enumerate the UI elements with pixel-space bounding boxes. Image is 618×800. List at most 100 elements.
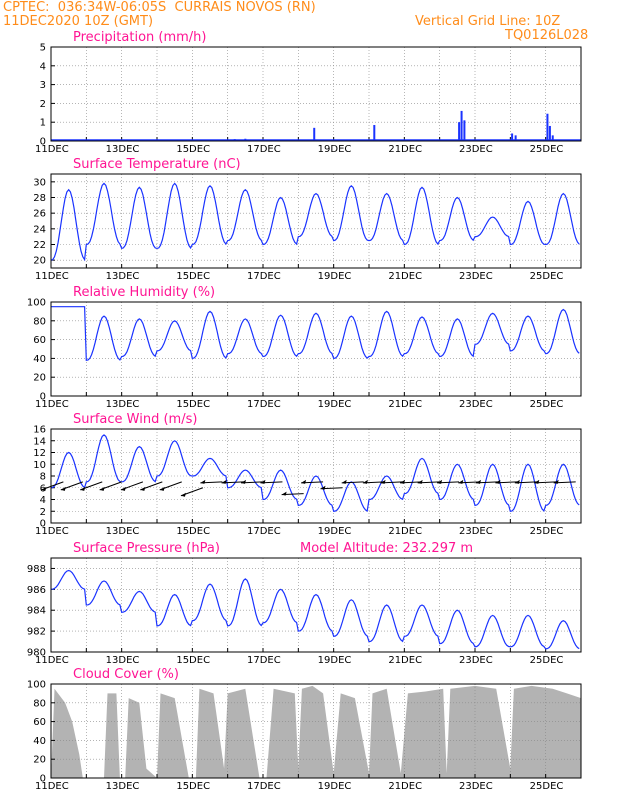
panel-3-ytick-label: 2 bbox=[40, 507, 46, 518]
panel-3-wind-arrowhead bbox=[362, 479, 368, 484]
panel-5-xtick-label: 21DEC bbox=[388, 781, 422, 792]
header-model: TQ0126L028 bbox=[505, 28, 589, 43]
panel-3-ytick-label: 8 bbox=[40, 472, 46, 483]
panel-3-wind-arrowhead bbox=[553, 479, 559, 484]
panel-5-ytick-label: 60 bbox=[33, 717, 46, 728]
panel-0-title: Precipitation (mm/h) bbox=[73, 30, 206, 45]
panel-3-xtick-label: 25DEC bbox=[530, 526, 564, 537]
panel-3-wind-arrowhead bbox=[341, 479, 347, 484]
panel-0-bar bbox=[551, 135, 554, 141]
panel-3-wind-arrowhead bbox=[301, 479, 307, 484]
panel-0-bar bbox=[244, 138, 247, 141]
panel-2-xtick-label: 11DEC bbox=[35, 399, 69, 410]
panel-2-ytick-label: 20 bbox=[33, 373, 46, 384]
panel-5-xtick-label: 11DEC bbox=[35, 781, 69, 792]
panel-3-wind-arrowhead bbox=[60, 486, 66, 491]
panel-4-ytick-label: 988 bbox=[27, 564, 46, 575]
panel-2-ytick-label: 40 bbox=[33, 354, 46, 365]
panel-0-bar bbox=[313, 127, 316, 141]
panel-3-wind-arrowhead bbox=[260, 479, 266, 484]
panel-5-ytick-label: 0 bbox=[40, 774, 46, 785]
panel-3-xtick-label: 17DEC bbox=[247, 526, 281, 537]
panel-5-xtick-label: 13DEC bbox=[106, 781, 140, 792]
panel-3-wind-arrowhead bbox=[458, 479, 464, 484]
panel-4-xtick-label: 11DEC bbox=[35, 655, 69, 666]
panel-0-xtick-label: 21DEC bbox=[388, 144, 422, 155]
panel-4-xtick-label: 15DEC bbox=[176, 655, 210, 666]
panel-0-ytick-label: 3 bbox=[40, 80, 46, 91]
panel-5-xtick-label: 15DEC bbox=[176, 781, 210, 792]
panel-2-xtick-label: 17DEC bbox=[247, 399, 281, 410]
panel-4-series-line bbox=[50, 569, 580, 650]
panel-3-ytick-label: 6 bbox=[40, 483, 46, 494]
panel-1-series-line bbox=[50, 182, 580, 262]
panel-3-wind-arrowhead bbox=[180, 492, 186, 497]
panel-3-series-line bbox=[50, 434, 580, 513]
panel-1-ytick-label: 22 bbox=[33, 240, 46, 251]
panel-3-wind-arrowhead bbox=[534, 479, 540, 484]
panel-3-wind-arrowhead bbox=[417, 479, 423, 484]
panel-1-ytick-label: 28 bbox=[33, 193, 46, 204]
panel-3-xtick-label: 11DEC bbox=[35, 526, 69, 537]
panel-1-ytick-label: 30 bbox=[33, 177, 46, 188]
panel-2-xtick-label: 19DEC bbox=[318, 399, 352, 410]
panel-1-xtick-label: 15DEC bbox=[176, 271, 210, 282]
panel-3-xtick-label: 19DEC bbox=[318, 526, 352, 537]
panel-0-bar bbox=[458, 122, 461, 141]
panel-0-frame bbox=[50, 46, 582, 142]
panel-4-xtick-label: 19DEC bbox=[318, 655, 352, 666]
panel-0-bar bbox=[463, 120, 466, 141]
panel-1-ytick-label: 26 bbox=[33, 209, 46, 220]
panel-4-title: Surface Pressure (hPa) bbox=[73, 541, 220, 556]
panel-3-ytick-label: 16 bbox=[33, 425, 46, 436]
panel-3-xtick-label: 21DEC bbox=[388, 526, 422, 537]
panel-0-bar bbox=[514, 135, 517, 141]
panel-0-bar bbox=[548, 125, 551, 141]
panel-0-xtick-label: 13DEC bbox=[106, 144, 140, 155]
panel-1-ytick-label: 24 bbox=[33, 224, 46, 235]
panel-5-ytick-label: 40 bbox=[33, 736, 46, 747]
panel-3-ytick-label: 10 bbox=[33, 460, 46, 471]
panel-3-xtick-label: 13DEC bbox=[106, 526, 140, 537]
panel-2-xtick-label: 23DEC bbox=[459, 399, 493, 410]
panel-5-xtick-label: 25DEC bbox=[530, 781, 564, 792]
panel-0-ytick-label: 2 bbox=[40, 99, 46, 110]
panel-0-xtick-label: 23DEC bbox=[459, 144, 493, 155]
panel-5-cloud-area bbox=[51, 685, 581, 778]
panel-1-xtick-label: 23DEC bbox=[459, 271, 493, 282]
panel-3-wind-arrowhead bbox=[221, 479, 227, 484]
panel-3-ytick-label: 0 bbox=[40, 519, 46, 530]
panel-5-title: Cloud Cover (%) bbox=[73, 667, 179, 682]
panel-0-bar bbox=[373, 125, 376, 141]
header-datetime: 11DEC2020 10Z (GMT) bbox=[3, 14, 154, 29]
panel-4-xtick-label: 25DEC bbox=[530, 655, 564, 666]
panel-1-title: Surface Temperature (nC) bbox=[73, 157, 241, 172]
panel-3-xtick-label: 23DEC bbox=[459, 526, 493, 537]
panel-3-wind-arrowhead bbox=[159, 486, 165, 491]
panel-0-xtick-label: 15DEC bbox=[176, 144, 210, 155]
panel-1-ytick-label: 20 bbox=[33, 256, 46, 267]
panel-3-xtick-label: 15DEC bbox=[176, 526, 210, 537]
panel-2-frame bbox=[50, 301, 582, 397]
panel-2-ytick-label: 80 bbox=[33, 316, 46, 327]
panel-0-bar bbox=[233, 139, 236, 141]
panel-0-xtick-label: 11DEC bbox=[35, 144, 69, 155]
panel-3-wind-arrowhead bbox=[320, 485, 326, 490]
panel-4-xtick-label: 21DEC bbox=[388, 655, 422, 666]
panel-0-ytick-label: 0 bbox=[40, 137, 46, 148]
panel-2-series-line bbox=[51, 306, 580, 362]
header-station: CPTEC: 036:34W-06:05S CURRAIS NOVOS (RN) bbox=[3, 0, 316, 15]
panel-3-frame bbox=[50, 428, 582, 524]
panel-4-ytick-label: 980 bbox=[27, 648, 46, 659]
panel-3-wind-arrowhead bbox=[437, 479, 443, 484]
panel-3-wind-arrowhead bbox=[200, 479, 206, 484]
panel-3-wind-arrowhead bbox=[120, 486, 126, 491]
panel-5-xtick-label: 19DEC bbox=[318, 781, 352, 792]
panel-1-xtick-label: 11DEC bbox=[35, 271, 69, 282]
panel-2-xtick-label: 13DEC bbox=[106, 399, 140, 410]
panel-3-wind-arrowhead bbox=[514, 479, 520, 484]
panel-5-xtick-label: 23DEC bbox=[459, 781, 493, 792]
panel-3-wind-arrowhead bbox=[495, 479, 501, 484]
panel-1-xtick-label: 25DEC bbox=[530, 271, 564, 282]
